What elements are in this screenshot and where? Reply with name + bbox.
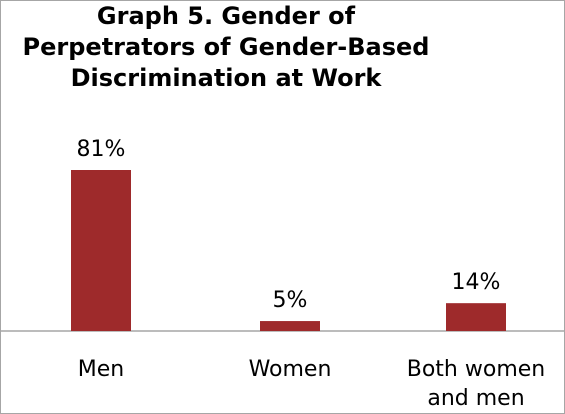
category-label-2-0: Both women	[407, 357, 545, 382]
chart-title: Graph 5. Gender of Perpetrators of Gende…	[1, 1, 451, 94]
chart-title-line-1: Graph 5. Gender of	[96, 2, 356, 30]
bar-2	[446, 303, 506, 331]
value-label-0: 81%	[77, 137, 126, 162]
category-label-2-1: and men	[427, 386, 524, 411]
chart-title-line-3: Discrimination at Work	[70, 64, 382, 92]
bar-1	[260, 321, 320, 331]
chart-title-line-2: Perpetrators of Gender-Based	[22, 33, 430, 61]
category-label-0-0: Men	[78, 357, 124, 382]
category-label-1-0: Women	[249, 357, 332, 382]
value-label-1: 5%	[273, 288, 308, 313]
bar-0	[71, 170, 131, 331]
value-label-2: 14%	[452, 270, 501, 295]
